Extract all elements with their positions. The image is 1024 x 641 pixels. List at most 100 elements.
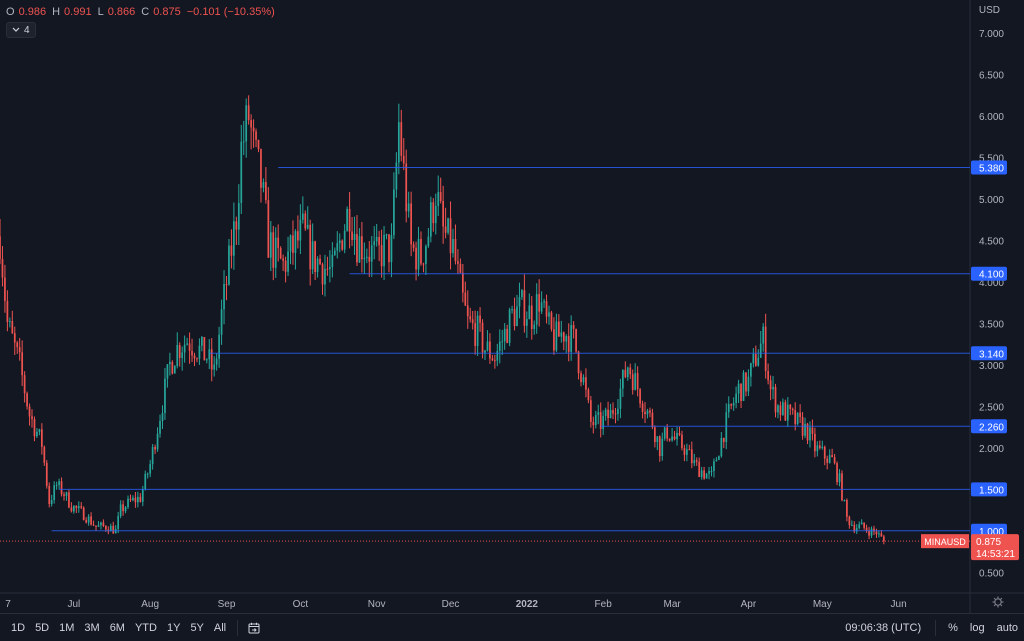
candle xyxy=(720,437,723,457)
candle xyxy=(557,321,560,337)
x-tick-label: Dec xyxy=(442,599,460,610)
y-tick-label: 5.000 xyxy=(979,195,1004,206)
auto-scale-toggle[interactable]: auto xyxy=(996,621,1018,634)
calendar-goto-icon[interactable] xyxy=(248,622,260,634)
open-key: O xyxy=(6,6,15,18)
candle xyxy=(471,319,474,324)
candle xyxy=(666,427,669,439)
candle xyxy=(299,219,302,241)
candle xyxy=(346,208,348,231)
candle xyxy=(365,256,368,258)
candle xyxy=(656,436,659,443)
candle xyxy=(242,141,245,143)
candle xyxy=(548,312,550,317)
candle xyxy=(614,413,617,415)
bottom-toolbar: 1D 5D 1M 3M 6M YTD 1Y 5Y All 09:06:38 (UTC) % lo… xyxy=(0,613,1024,641)
settings-gear-icon[interactable] xyxy=(992,596,1004,608)
candle xyxy=(575,328,577,352)
candle xyxy=(737,383,740,394)
candle xyxy=(713,461,715,472)
candle xyxy=(361,236,363,260)
candle xyxy=(585,377,587,390)
candle xyxy=(833,457,836,464)
candle xyxy=(732,402,735,406)
candle xyxy=(220,309,223,335)
candle xyxy=(516,306,518,327)
candle xyxy=(358,236,361,263)
candle xyxy=(343,230,346,250)
candle xyxy=(16,342,19,348)
candle xyxy=(13,333,16,343)
candle xyxy=(215,358,218,365)
candle xyxy=(501,341,504,343)
candle xyxy=(63,494,65,496)
candle xyxy=(868,530,870,536)
indicators-toggle[interactable]: 4 xyxy=(6,22,36,38)
candle xyxy=(688,449,691,451)
candle xyxy=(100,522,102,526)
candle xyxy=(50,500,53,505)
candle xyxy=(607,409,609,419)
percent-scale-toggle[interactable]: % xyxy=(948,621,958,634)
candle xyxy=(865,527,868,531)
candle xyxy=(779,405,782,415)
change-value: −0.101 (−10.35%) xyxy=(186,6,275,18)
candle xyxy=(762,326,765,344)
candle xyxy=(742,372,745,401)
range-button-1y[interactable]: 1Y xyxy=(166,621,181,634)
candle xyxy=(289,235,292,252)
range-button-5y[interactable]: 5Y xyxy=(190,621,204,634)
candle xyxy=(341,240,344,250)
candle xyxy=(850,524,853,526)
candle xyxy=(725,412,728,443)
candle xyxy=(863,522,865,528)
toolbar-divider xyxy=(237,619,239,636)
candle xyxy=(218,334,220,359)
currency-label[interactable]: USD xyxy=(978,5,1000,16)
range-button-3m[interactable]: 3M xyxy=(84,621,100,634)
candle xyxy=(282,258,284,261)
x-tick-label: Jun xyxy=(891,599,907,610)
candle xyxy=(683,448,686,455)
candle xyxy=(336,243,339,251)
range-button-all[interactable]: All xyxy=(213,621,227,634)
candle xyxy=(821,446,824,449)
range-button-1m[interactable]: 1M xyxy=(59,621,75,634)
candle xyxy=(533,324,536,329)
candle xyxy=(617,408,619,415)
candle xyxy=(678,433,681,435)
candle xyxy=(841,473,843,501)
candle xyxy=(233,221,235,256)
candle xyxy=(395,162,398,190)
candle xyxy=(0,236,1,260)
level-label-1.000: 1.000 xyxy=(979,527,1004,538)
candle xyxy=(624,369,627,378)
candle xyxy=(137,496,139,503)
range-button-ytd[interactable]: YTD xyxy=(134,621,157,634)
ohlc-legend: O 0.986 H 0.991 L 0.866 C 0.875 −0.101 (−10.… xyxy=(6,4,277,20)
log-scale-toggle[interactable]: log xyxy=(969,621,985,634)
candle xyxy=(545,301,548,317)
utc-clock[interactable]: 09:06:38 (UTC) xyxy=(845,621,922,634)
close-key: C xyxy=(141,6,150,18)
range-button-6m[interactable]: 6M xyxy=(109,621,125,634)
candle xyxy=(663,427,666,439)
candle xyxy=(681,434,683,449)
candle xyxy=(747,376,750,392)
x-tick-label: Mar xyxy=(663,599,681,610)
candle xyxy=(388,234,390,263)
candle xyxy=(570,325,573,352)
candle xyxy=(811,427,814,434)
candle xyxy=(791,408,794,411)
candle xyxy=(777,405,779,413)
range-button-5d[interactable]: 5D xyxy=(35,621,50,634)
candle xyxy=(196,358,198,360)
y-tick-label: 2.000 xyxy=(979,444,1004,455)
range-button-1d[interactable]: 1D xyxy=(11,621,26,634)
candle xyxy=(272,232,275,268)
candle xyxy=(161,413,164,421)
y-tick-label: 4.000 xyxy=(979,278,1004,289)
level-label-3.140: 3.140 xyxy=(979,349,1004,360)
candle xyxy=(139,496,142,502)
